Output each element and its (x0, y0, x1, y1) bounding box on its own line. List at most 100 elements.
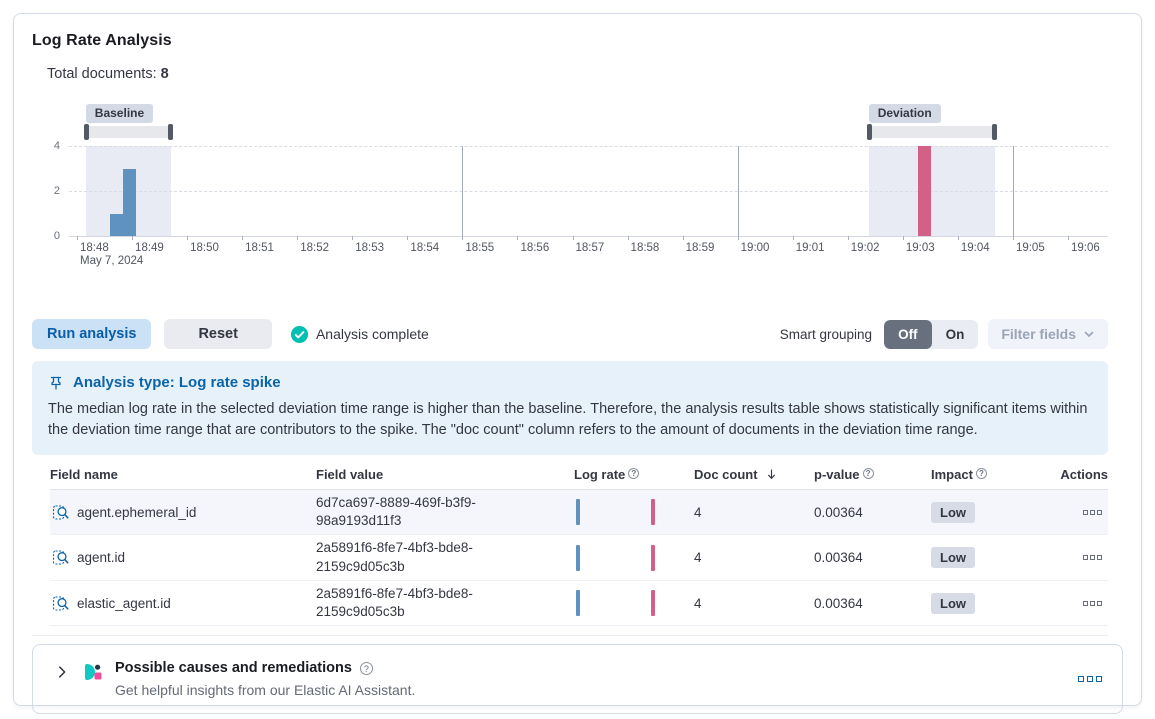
gridline-y2 (69, 191, 1108, 192)
total-documents-value: 8 (160, 66, 169, 82)
smart-grouping-on-button[interactable]: On (932, 320, 979, 349)
x-tick-mark (737, 236, 739, 240)
reset-button[interactable]: Reset (164, 319, 272, 349)
p-value: 0.00364 (814, 550, 863, 566)
x-tick-label: 18:57 (575, 242, 605, 254)
field-name-label: agent.id (77, 550, 126, 566)
x-tick-mark (572, 236, 574, 240)
deviation-brush-handle-left[interactable] (866, 124, 872, 140)
results-table-body: agent.ephemeral_id 6d7ca697-8889-469f-b3… (50, 490, 1108, 627)
x-tick-label: 18:54 (410, 242, 440, 254)
field-value: 6d7ca697-8889-469f-b3f9-98a9193d11f3 (316, 495, 476, 529)
doc-count-value: 4 (694, 504, 702, 520)
x-tick-mark (517, 236, 519, 240)
baseline-bar (122, 168, 136, 236)
log-rate-deviation-bar (651, 499, 655, 526)
y-tick-label: 0 (53, 230, 60, 242)
ai-help-icon[interactable]: ? (359, 662, 373, 676)
section-divider (32, 635, 1108, 637)
run-analysis-button[interactable]: Run analysis (32, 319, 152, 349)
baseline-brush-track[interactable] (85, 126, 172, 138)
x-tick-mark (407, 236, 409, 240)
field-value: 2a5891f6-8fe7-4bf3-bde8-2159c9d05c3b (316, 585, 473, 620)
smart-grouping-label: Smart grouping (779, 326, 873, 342)
filter-fields-button[interactable]: Filter fields (988, 319, 1108, 349)
baseline-bar (109, 213, 123, 236)
table-row: elastic_agent.id 2a5891f6-8fe7-4bf3-bde8… (50, 581, 1108, 627)
x-tick-mark (847, 236, 849, 240)
major-gridline (1012, 146, 1014, 240)
field-name-label: agent.ephemeral_id (77, 504, 197, 520)
deviation-brush-track[interactable] (868, 126, 995, 138)
filter-field-icon[interactable] (52, 504, 69, 521)
elastic-ai-assistant-icon (85, 663, 103, 686)
x-tick-label: 18:52 (300, 242, 329, 254)
x-tick-mark (297, 236, 299, 240)
x-tick-label: 19:00 (740, 242, 770, 254)
deviation-bar (918, 146, 932, 236)
log-rate-cell (574, 537, 694, 578)
x-tick-label: 18:59 (685, 242, 715, 254)
impact-badge: Low (931, 501, 975, 523)
impact-badge: Low (931, 592, 975, 614)
x-tick-label: 18:48 (80, 242, 109, 254)
analysis-status-label: Analysis complete (315, 326, 429, 342)
log-rate-deviation-bar (651, 590, 655, 617)
x-tick-mark (682, 236, 684, 240)
ai-panel-title: Possible causes and remediations (115, 660, 352, 677)
x-tick-label: 18:58 (630, 242, 660, 254)
ai-assistant-panel[interactable]: Possible causes and remediations ? Get h… (32, 644, 1123, 715)
table-row: agent.ephemeral_id 6d7ca697-8889-469f-b3… (50, 490, 1108, 536)
x-tick-mark (957, 236, 959, 240)
filter-field-icon[interactable] (52, 595, 69, 612)
baseline-brush-handle-left[interactable] (83, 124, 89, 140)
results-table-header: Field name Field value Log rate? Doc cou… (50, 467, 1108, 491)
log-rate-baseline-bar (576, 590, 580, 617)
header-field-value: Field value (316, 467, 384, 483)
actions-icon[interactable] (1083, 600, 1102, 606)
smart-grouping-toggle: Off On (884, 319, 979, 349)
x-tick-label: 19:02 (850, 242, 880, 254)
field-name-label: elastic_agent.id (77, 595, 171, 611)
x-tick-label: 19:06 (1071, 242, 1100, 254)
x-tick-label: 19:05 (1015, 242, 1045, 254)
actions-icon[interactable] (1083, 509, 1102, 515)
x-tick-label: 18:51 (245, 242, 274, 254)
p-value: 0.00364 (814, 504, 863, 520)
x-tick-mark (627, 236, 629, 240)
x-tick-mark (77, 236, 78, 240)
x-tick-mark (132, 236, 134, 240)
gridline-y4 (69, 146, 1108, 147)
actions-icon[interactable] (1083, 555, 1102, 561)
page-title: Log Rate Analysis (32, 32, 172, 49)
doc-count-value: 4 (694, 550, 702, 566)
impact-info-icon[interactable]: ? (975, 468, 987, 480)
smart-grouping-off-button[interactable]: Off (884, 319, 932, 349)
toolbar: Run analysis Reset Analysis complete Sma… (32, 318, 1108, 350)
header-field-name: Field name (50, 467, 118, 483)
header-impact: Impact? (931, 467, 1044, 482)
deviation-brush-handle-right[interactable] (991, 124, 997, 140)
x-tick-label: 19:04 (960, 242, 990, 254)
ai-actions-icon[interactable] (1078, 676, 1102, 683)
x-tick-label: 19:01 (795, 242, 825, 254)
x-tick-mark (187, 236, 189, 240)
log-rate-info-icon[interactable]: ? (628, 468, 640, 480)
baseline-badge: Baseline (85, 104, 154, 123)
log-rate-baseline-bar (576, 544, 580, 571)
ai-panel-subtitle: Get helpful insights from our Elastic AI… (115, 682, 416, 699)
header-doc-count[interactable]: Doc count (694, 467, 814, 482)
baseline-brush-handle-right[interactable] (168, 124, 174, 140)
filter-field-icon[interactable] (52, 549, 69, 566)
p-value-info-icon[interactable]: ? (862, 468, 874, 480)
log-rate-cell (574, 492, 694, 533)
doc-count-value: 4 (694, 595, 702, 611)
check-circle-icon (290, 325, 309, 344)
x-tick-label: 19:03 (905, 242, 935, 254)
accordion-chevron-icon[interactable] (53, 663, 71, 684)
log-rate-deviation-bar (651, 544, 655, 571)
pin-icon (48, 375, 64, 391)
log-rate-cell (574, 583, 694, 624)
header-log-rate: Log rate? (574, 467, 694, 482)
deviation-badge: Deviation (868, 104, 941, 123)
